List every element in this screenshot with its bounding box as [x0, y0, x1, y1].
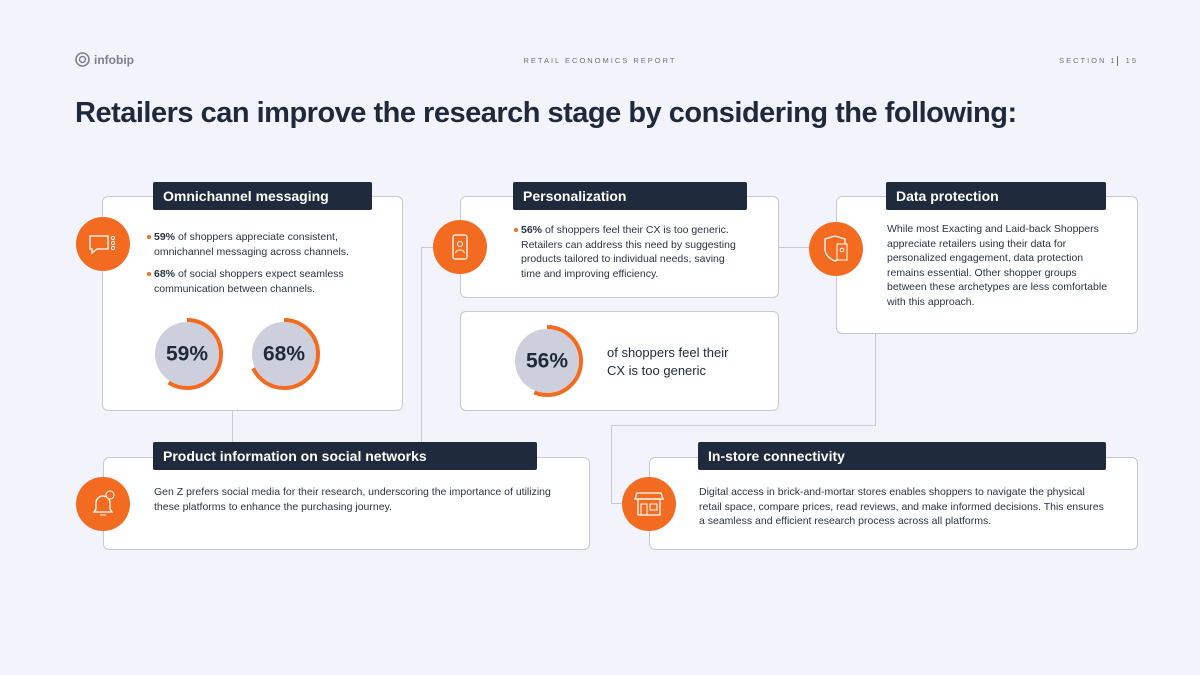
card — [836, 196, 1138, 334]
card-text: Digital access in brick-and-mortar store… — [699, 486, 1104, 527]
bullet: 56% of shoppers feel their CX is too gen… — [514, 223, 746, 281]
card-text: Gen Z prefers social media for their res… — [154, 486, 551, 513]
page-title: Retailers can improve the research stage… — [75, 97, 1017, 129]
logo: infobip — [75, 52, 134, 67]
donut-arc — [151, 318, 223, 390]
connector — [875, 333, 876, 425]
section: SECTION 1 — [1059, 56, 1117, 65]
donut-bg — [515, 329, 579, 393]
bullet-text: of social shoppers expect seamless commu… — [154, 268, 344, 295]
icon — [76, 217, 130, 271]
icon — [622, 477, 676, 531]
card-heading: Personalization — [513, 182, 747, 210]
card-heading: Data protection — [886, 182, 1106, 210]
donut-group: 59% 68% — [151, 318, 320, 390]
page-number: 15 — [1125, 56, 1138, 65]
logo-text: infobip — [94, 52, 134, 67]
donut-label: 68% — [263, 343, 305, 366]
card-text: While most Exacting and Laid-back Shoppe… — [887, 223, 1108, 308]
icon — [433, 220, 487, 274]
connector — [778, 247, 836, 248]
card-heading: Omnichannel messaging — [153, 182, 372, 210]
bullet-text: of shoppers appreciate consistent, omnic… — [154, 231, 349, 258]
card — [460, 311, 779, 411]
logo-mark — [75, 52, 90, 67]
donut-bg — [252, 322, 316, 386]
card — [649, 457, 1138, 550]
donut-label: 56% — [526, 350, 568, 373]
bullet-text: of shoppers feel their CX is too generic… — [521, 224, 736, 280]
connector — [611, 425, 876, 426]
bullet: 59% of shoppers appreciate consistent, o… — [147, 230, 369, 259]
card-heading: Product information on social networks — [153, 442, 537, 470]
donut-arc — [248, 318, 320, 390]
report-name: RETAIL ECONOMICS REPORT — [523, 56, 677, 65]
donut-label: 59% — [166, 343, 208, 366]
card — [460, 196, 779, 298]
bold-stat: 59% — [154, 231, 176, 243]
donut-arc — [511, 325, 583, 397]
donut-group: 56% — [511, 325, 583, 397]
bold-stat: 56% — [521, 224, 543, 236]
donut-bg — [155, 322, 219, 386]
bullet: 68% of social shoppers expect seamless c… — [147, 267, 369, 296]
card — [103, 457, 590, 550]
connector — [421, 247, 422, 443]
connector — [611, 425, 612, 503]
connector — [232, 410, 233, 457]
bold-stat: 68% — [154, 268, 176, 280]
stat-text: of shoppers feel their CX is too generic — [607, 345, 729, 378]
card-heading: In-store connectivity — [698, 442, 1106, 470]
bullet-list: 56% of shoppers feel their CX is too gen… — [514, 223, 746, 289]
page-info: SECTION 1 15 — [1059, 56, 1138, 66]
icon — [809, 222, 863, 276]
card — [102, 196, 403, 411]
icon — [76, 477, 130, 531]
bullet-list: 59% of shoppers appreciate consistent, o… — [147, 230, 369, 304]
